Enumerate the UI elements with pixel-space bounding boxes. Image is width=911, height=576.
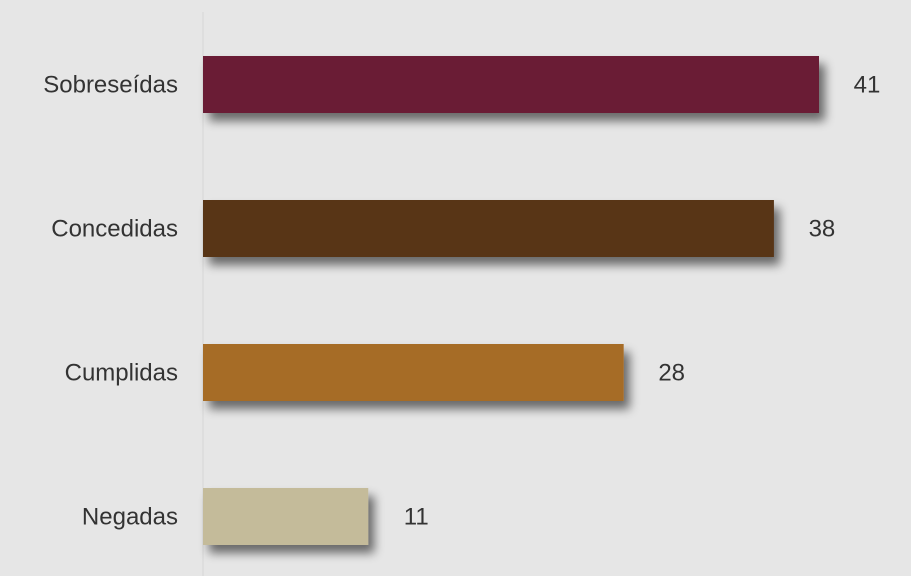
- category-label-negadas: Negadas: [82, 504, 178, 531]
- value-label-negadas: 11: [404, 504, 429, 531]
- category-label-cumplidas: Cumplidas: [65, 360, 178, 387]
- category-label-concedidas: Concedidas: [51, 216, 178, 243]
- bar-sobreseidas: [203, 56, 819, 113]
- category-label-sobreseidas: Sobreseídas: [43, 72, 178, 99]
- value-label-sobreseidas: 41: [854, 72, 881, 99]
- value-label-cumplidas: 28: [658, 360, 685, 387]
- category-labels: Sobreseídas Concedidas Cumplidas Negadas: [43, 72, 178, 531]
- value-labels: 41 38 28 11: [404, 72, 881, 531]
- bar-concedidas: [203, 200, 774, 257]
- bar-cumplidas: [203, 344, 624, 401]
- bar-negadas: [203, 488, 369, 545]
- bars-group: [203, 56, 819, 545]
- value-label-concedidas: 38: [809, 216, 836, 243]
